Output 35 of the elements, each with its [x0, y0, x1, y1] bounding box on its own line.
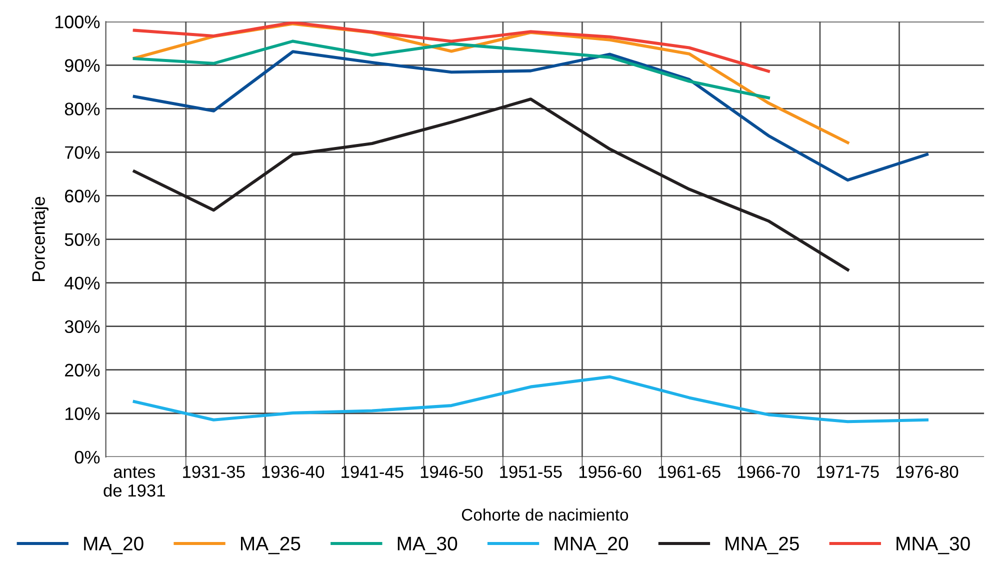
x-tick-label: 1946-50	[420, 466, 483, 478]
line-series	[132, 375, 929, 424]
y-tick-label: 90%	[64, 59, 100, 72]
x-tick-label: 1961-65	[658, 466, 720, 478]
x-tick-label: 1976-80	[896, 466, 958, 478]
y-tick-label: 30%	[64, 320, 100, 334]
legend-label: MNA_25	[726, 536, 799, 554]
x-tick-label: 1941-45	[342, 466, 404, 478]
legend-label: MNA_30	[896, 536, 970, 554]
line-series	[132, 98, 850, 272]
x-tick-label: 1966-70	[738, 466, 800, 478]
x-tick-label: 1951-55	[500, 466, 562, 478]
y-tick-label: 10%	[66, 407, 100, 420]
line-series	[132, 50, 929, 182]
y-tick-label: 40%	[64, 276, 100, 290]
legend-label: MA_30	[398, 536, 458, 554]
y-tick-label: 20%	[65, 364, 100, 377]
x-tick-label: 1971-75	[817, 466, 879, 478]
y-tick-label: 100%	[55, 16, 100, 28]
y-axis-title: Porcentaje	[32, 196, 49, 281]
y-tick-label: 80%	[64, 102, 100, 116]
legend-label: MA_25	[240, 536, 300, 554]
y-tick-label: 0%	[74, 450, 100, 464]
x-axis-title: Cohorte de nacimiento	[462, 508, 628, 521]
line-series	[132, 22, 770, 73]
legend-label: MA_20	[84, 536, 144, 554]
x-tick-label: antes de 1931	[104, 466, 165, 497]
x-tick-label: 1956-60	[579, 466, 642, 478]
y-tick-label: 70%	[65, 146, 100, 159]
legend-label: MNA_20	[554, 536, 628, 554]
line-series	[132, 40, 770, 100]
y-tick-label: 50%	[64, 233, 100, 246]
x-tick-label: 1936-40	[262, 466, 324, 478]
y-tick-label: 60%	[65, 190, 100, 202]
x-tick-label: 1931-35	[183, 466, 245, 478]
